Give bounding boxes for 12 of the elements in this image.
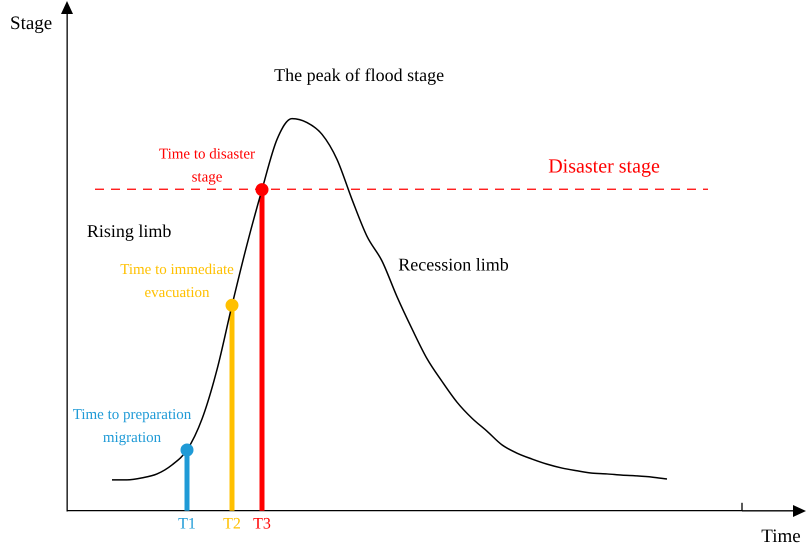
annotation: Recession limb (398, 254, 509, 275)
x-tick-label: T1 (178, 516, 196, 533)
series-label: Time to immediate evacuation (120, 262, 234, 302)
annotation: Rising limb (86, 220, 172, 241)
x-tick-label: T3 (253, 516, 271, 533)
series-label: Time to disaster stage (158, 146, 256, 186)
x-axis-title: Time (761, 526, 801, 546)
ref-line-label: Disaster stage (548, 155, 660, 178)
y-axis-title: Stage (10, 12, 52, 34)
x-tick-label: T2 (223, 516, 241, 533)
text: The peak of flood stage (274, 65, 444, 86)
series-label: Time to preparation migration (72, 406, 192, 446)
